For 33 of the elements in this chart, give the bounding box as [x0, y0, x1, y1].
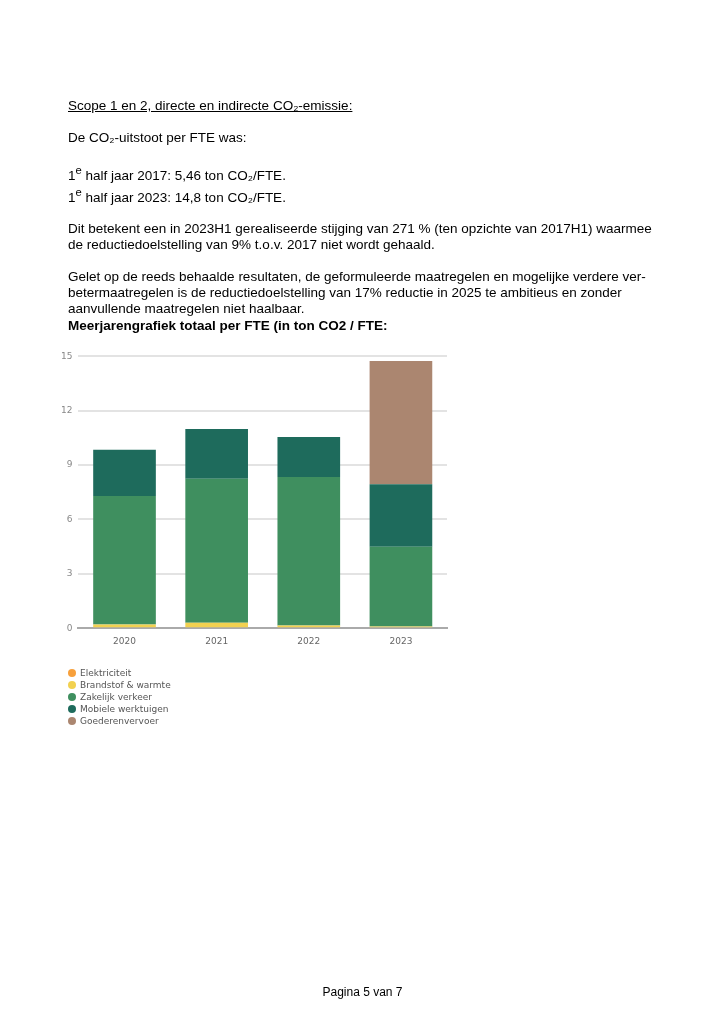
y-tick-label: 9 [66, 459, 73, 470]
legend-label: Elektriciteit [79, 667, 133, 679]
text: Gelet op de reeds behaalde resultaten, de geformuleerde maatregelen en mogelijke verdere ver-betermaatregelen is de reductiedoelstelling van 17% reductie in 2025 te ambitieus en zonder aanvullende maatregelen niet haalbaar. [68, 269, 647, 317]
bar [369, 484, 433, 547]
bar [93, 449, 156, 496]
x-tick-label: 2021 [205, 635, 229, 646]
bar [277, 437, 341, 477]
bar [185, 478, 248, 623]
bar [93, 495, 156, 625]
text: Dit betekent een in 2023H1 gerealiseerde stijging van 271 % (ten opzichte van 2017H1) waarmee de reductiedoelstelling van 9% t.o.v. 2017 niet wordt gehaald. [68, 221, 653, 253]
text: 1$^{e}$ half jaar 2017: 5,46 ton CO₂/FTE. [68, 163, 287, 184]
chart-title: Meerjarengrafiek totaal per FTE (in ton CO2 / FTE: [68, 318, 388, 333]
text: Scope 1 en 2, directe en indirecte CO₂-emissie: [68, 98, 354, 114]
y-tick-label: 0 [66, 622, 73, 633]
legend-label: Zakelijk verkeer [79, 691, 153, 703]
legend-label: Brandstof & warmte [79, 679, 171, 691]
text: De CO₂-uitstoot per FTE was: [68, 130, 248, 146]
x-tick-label: 2020 [113, 635, 137, 646]
bar [185, 428, 248, 479]
bar [185, 622, 248, 628]
y-tick-label: 15 [61, 350, 73, 361]
text: 1$^{e}$ half jaar 2023: 14,8 ton CO₂/FTE. [68, 184, 287, 205]
x-tick-label: 2022 [297, 635, 321, 646]
bar [369, 360, 433, 485]
text: Pagina 5 van 7 [321, 985, 404, 999]
y-tick-label: 6 [66, 513, 73, 524]
bar [277, 476, 341, 626]
y-tick-label: 12 [61, 405, 73, 416]
bar [369, 546, 433, 627]
legend-label: Goederenvervoer [79, 715, 160, 727]
legend-label: Mobiele werktuigen [79, 703, 170, 715]
y-tick-label: 3 [66, 568, 73, 579]
x-tick-label: 2023 [389, 635, 413, 646]
